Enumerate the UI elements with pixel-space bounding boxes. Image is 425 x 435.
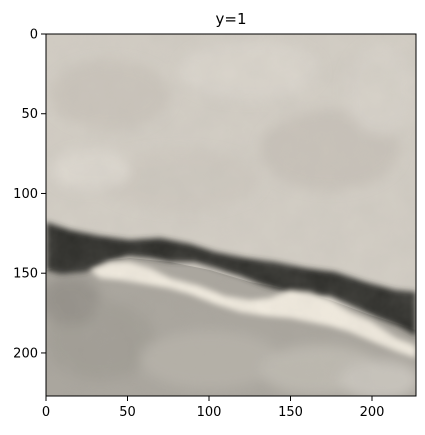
axes-frame xyxy=(45,33,417,397)
x-axis: 0 50 100 150 200 xyxy=(42,396,385,420)
x-tick-label: 150 xyxy=(278,405,303,420)
x-tick-label: 50 xyxy=(119,405,136,420)
y-tick-label: 100 xyxy=(13,187,38,202)
y-tick-label: 50 xyxy=(21,107,38,122)
y-axis: 0 50 100 150 200 xyxy=(13,28,46,361)
y-tick-label: 150 xyxy=(13,267,38,282)
chart-title: y=1 xyxy=(216,10,247,28)
x-tick-label: 100 xyxy=(197,405,222,420)
y-tick-label: 0 xyxy=(30,28,38,43)
image-display xyxy=(46,34,416,396)
y-tick-label: 200 xyxy=(13,346,38,361)
x-tick-label: 200 xyxy=(360,405,385,420)
x-tick-label: 0 xyxy=(42,405,50,420)
